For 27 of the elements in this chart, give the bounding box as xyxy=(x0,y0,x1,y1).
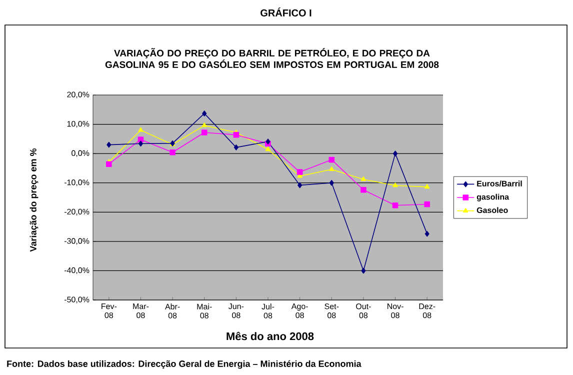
source-note: Fonte: Dados base utilizados: Direcção Geral de Energia – Ministério da Economia xyxy=(7,360,362,369)
legend-label: gasolina xyxy=(476,194,510,202)
y-tick-label: 0,0% xyxy=(72,150,90,157)
x-tick-label: Out-08 xyxy=(356,304,371,318)
x-tick-label: Mai-08 xyxy=(197,304,212,318)
x-tick-label: Jul-08 xyxy=(262,304,274,318)
y-tick-label: -20,0% xyxy=(64,208,90,216)
x-tick-label: Mar-08 xyxy=(133,304,149,318)
legend-label: Gasoleo xyxy=(476,207,508,214)
y-tick-label: -50,0% xyxy=(64,296,90,304)
x-tick-label: Nov-08 xyxy=(387,304,404,318)
x-tick-label: Ago-08 xyxy=(291,304,308,318)
x-axis-title: Mês do ano 2008 xyxy=(226,332,314,340)
y-tick-label: 10,0% xyxy=(67,120,90,128)
legend-label: Euros/Barril xyxy=(477,180,522,187)
x-tick-label: Dez-08 xyxy=(419,304,436,318)
y-tick-label: -40,0% xyxy=(64,267,90,274)
x-tick-label: Abr-08 xyxy=(165,304,180,318)
x-tick-label: Set-08 xyxy=(324,304,339,318)
chart-title: GRÁFICO I xyxy=(260,8,312,16)
y-tick-label: 20,0% xyxy=(67,92,90,98)
y-axis-title: Variação do preço em % xyxy=(30,148,38,252)
x-tick-label: Jun-08 xyxy=(228,304,244,318)
chart-subtitle: VARIAÇÃO DO PREÇO DO BARRIL DE PETRÓLEO, E DO PREÇO DA GASOLINA 95 E DO GASÓLEO SEM IMPOSTOS EM PORTUGAL EM 2008 xyxy=(105,48,439,68)
y-tick-label: -10,0% xyxy=(64,180,90,186)
y-tick-label: -30,0% xyxy=(64,238,90,245)
x-tick-label: Fev-08 xyxy=(102,304,117,318)
